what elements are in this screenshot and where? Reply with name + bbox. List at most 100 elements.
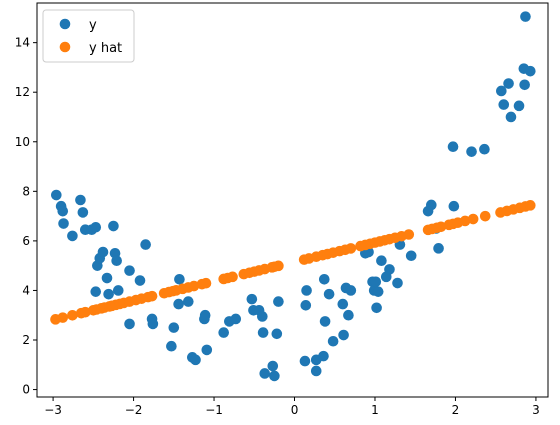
legend-marker-y-hat [59,41,71,53]
series-y-points [51,11,536,382]
y-point [190,354,201,366]
y-point [405,250,417,262]
y-tick-label: 6 [22,234,30,248]
series-y-hat-points [50,200,536,325]
y-point [58,218,69,229]
plot-area-frame [36,2,549,398]
y-hat-point [524,200,536,211]
y-point [479,143,490,155]
y-tick-label: 2 [22,333,30,347]
legend-label-y: y [89,18,97,33]
y-point [269,370,280,382]
y-point [376,255,387,267]
y-point [370,276,382,288]
y-tick-label: 0 [22,383,30,397]
y-tick-label: 10 [15,135,30,149]
y-point [498,99,510,110]
y-hat-point [459,215,471,227]
y-point [433,243,444,254]
y-point [173,298,184,310]
y-hat-point [57,312,69,323]
y-point [174,273,185,285]
y-point [267,360,279,372]
x-tick-label: −1 [205,403,223,417]
y-point [271,328,283,340]
y-hat-point [435,221,447,233]
y-tick-label: 8 [22,184,30,198]
y-point [300,300,312,311]
y-point [140,239,151,250]
y-point [319,316,331,327]
y-point [57,205,69,217]
y-point [182,296,194,307]
x-tick-label: −3 [44,403,62,417]
y-point [75,194,86,206]
y-hat-point [403,229,415,240]
y-point [392,277,403,289]
y-point [218,327,229,338]
y-point [447,141,459,153]
y-point [338,329,349,341]
y-point [103,288,114,300]
y-point [496,85,507,97]
y-hat-point [227,271,238,283]
y-point [134,275,146,286]
y-point [384,264,395,275]
y-point [310,365,322,377]
y-point [90,221,102,233]
y-point [343,309,354,321]
x-tick-label: 3 [532,403,540,417]
y-point [124,318,135,330]
x-tick-label: −2 [125,403,143,417]
y-point [257,327,269,338]
x-tick-label: 2 [452,403,460,417]
legend: y y hat [42,9,135,63]
legend-marker-y [59,18,71,30]
x-axis-ticks: −3 −2 −1 0 1 2 3 [44,397,540,417]
y-point [519,79,530,91]
y-tick-label: 14 [15,36,30,50]
y-hat-point [273,260,284,272]
y-point [90,286,102,297]
y-point [199,309,211,321]
y-point [51,189,62,201]
y-point [513,100,525,112]
y-point [101,272,113,284]
y-point [371,302,382,314]
y-point [108,220,119,232]
y-point [201,344,213,356]
y-point [318,350,329,362]
y-axis-ticks: 0 2 4 6 8 10 12 14 [15,36,37,397]
y-point [273,296,284,307]
y-tick-label: 12 [15,85,30,99]
y-point [299,355,311,367]
y-point [77,207,89,218]
y-point [503,78,514,89]
y-point [466,146,477,157]
y-point [520,11,531,22]
legend-label-y-hat: y hat [89,41,122,56]
y-point [323,288,335,300]
y-point [112,285,124,296]
y-point [97,246,109,258]
y-hat-point [79,306,91,318]
y-point [448,200,460,212]
y-point [372,286,384,297]
y-point [426,199,437,211]
y-point [337,298,349,310]
x-tick-label: 0 [291,403,299,417]
y-point [230,313,242,325]
y-hat-point [345,243,357,254]
y-tick-label: 4 [22,283,30,297]
y-point [259,368,271,379]
y-hat-point [67,309,78,321]
y-point [318,273,330,285]
y-point [147,318,159,330]
y-point [168,322,180,333]
y-point [166,340,177,352]
y-point [246,293,258,305]
y-point [524,65,536,77]
y-point [257,311,268,322]
